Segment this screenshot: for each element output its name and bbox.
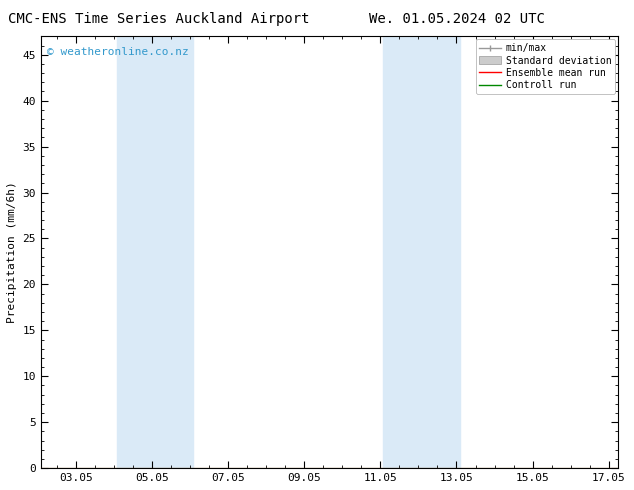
Text: © weatheronline.co.nz: © weatheronline.co.nz xyxy=(47,47,188,57)
Legend: min/max, Standard deviation, Ensemble mean run, Controll run: min/max, Standard deviation, Ensemble me… xyxy=(476,39,616,95)
Text: CMC-ENS Time Series Auckland Airport: CMC-ENS Time Series Auckland Airport xyxy=(8,12,309,26)
Bar xyxy=(384,36,460,468)
Bar xyxy=(117,36,193,468)
Y-axis label: Precipitation (mm/6h): Precipitation (mm/6h) xyxy=(7,181,17,323)
Text: We. 01.05.2024 02 UTC: We. 01.05.2024 02 UTC xyxy=(368,12,545,26)
